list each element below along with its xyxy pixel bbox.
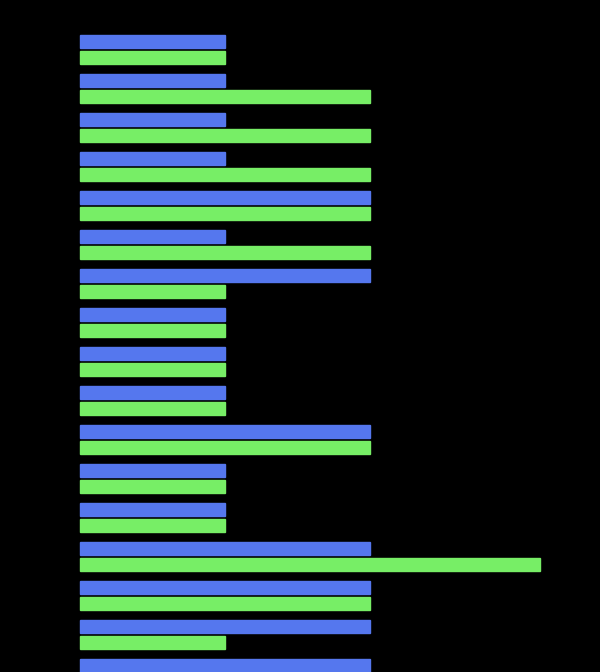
Bar: [80, 90, 370, 103]
Bar: [80, 480, 225, 493]
Bar: [80, 503, 225, 516]
Bar: [80, 441, 370, 454]
Bar: [80, 542, 370, 555]
Bar: [80, 35, 225, 48]
Bar: [80, 519, 225, 532]
Bar: [80, 285, 225, 298]
Bar: [80, 597, 370, 610]
Bar: [80, 308, 225, 321]
Bar: [80, 386, 225, 399]
Bar: [80, 659, 370, 672]
Bar: [80, 230, 225, 243]
Bar: [80, 363, 225, 376]
Bar: [80, 347, 225, 360]
Bar: [80, 464, 225, 477]
Bar: [80, 129, 370, 142]
Bar: [80, 51, 225, 64]
Bar: [80, 558, 540, 571]
Bar: [80, 152, 225, 165]
Bar: [80, 581, 370, 594]
Bar: [80, 207, 370, 220]
Bar: [80, 269, 370, 282]
Bar: [80, 425, 370, 438]
Bar: [80, 636, 225, 649]
Bar: [80, 324, 225, 337]
Bar: [80, 620, 370, 633]
Bar: [80, 191, 370, 204]
Bar: [80, 74, 225, 87]
Bar: [80, 113, 225, 126]
Bar: [80, 168, 370, 181]
Bar: [80, 402, 225, 415]
Bar: [80, 246, 370, 259]
